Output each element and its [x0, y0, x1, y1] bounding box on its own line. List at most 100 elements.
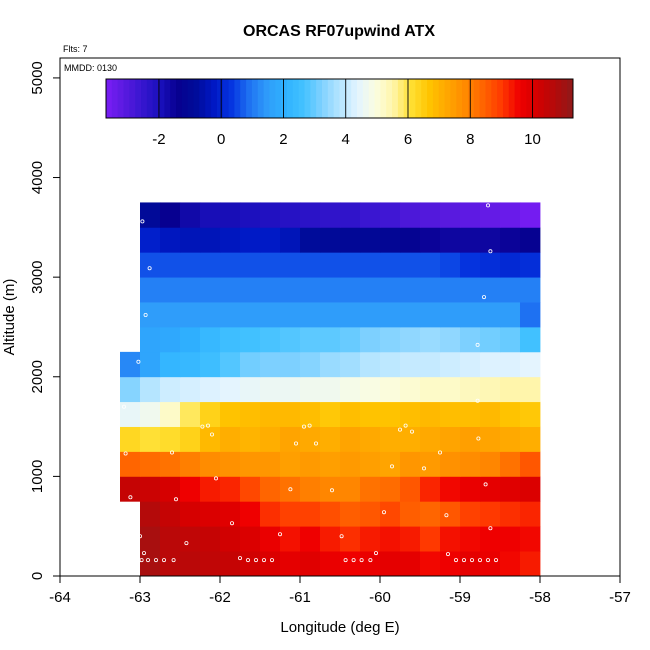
- heatmap-cell-r1-c19: [520, 526, 541, 552]
- heatmap-cell-r3-c1: [140, 476, 161, 502]
- heatmap-cell-r0-c6: [260, 551, 281, 577]
- heatmap-cell-r2-c16: [460, 501, 481, 527]
- flights-note: Flts: 7: [63, 44, 88, 54]
- heatmap-cell-r9-c0: [140, 326, 161, 353]
- heatmap-cell-r4-c12: [360, 451, 381, 477]
- heatmap-cell-r1-c18: [500, 526, 521, 552]
- heatmap-cell-r5-c11: [340, 426, 361, 452]
- heatmap-cell-r3-c13: [380, 476, 401, 502]
- heatmap-cell-r10-c3: [200, 302, 221, 328]
- heatmap-cell-r12-c19: [520, 252, 541, 278]
- colorbar-segment-47: [380, 79, 387, 118]
- heatmap-cell-r0-c11: [360, 551, 381, 577]
- heatmap-cell-r10-c4: [220, 302, 241, 328]
- sample-point-36: [277, 532, 282, 537]
- heatmap-cell-r3-c18: [480, 476, 501, 502]
- heatmap-cell-r11-c15: [440, 277, 461, 303]
- heatmap-cell-r1-c5: [240, 526, 261, 552]
- heatmap-cell-r1-c12: [380, 526, 401, 552]
- colorbar-segment-54: [421, 79, 428, 118]
- heatmap-cell-r6-c14: [400, 401, 421, 427]
- heatmap-cell-r13-c2: [180, 227, 201, 253]
- sample-point-7: [475, 342, 480, 347]
- heatmap-cell-r2-c3: [200, 501, 221, 527]
- sample-point-9: [475, 398, 480, 403]
- heatmap-cell-r2-c10: [340, 501, 361, 527]
- colorbar-segment-23: [240, 79, 247, 118]
- colorbar-segment-28: [269, 79, 276, 118]
- sample-point-42: [145, 558, 150, 563]
- colorbar-frame: [105, 78, 574, 119]
- sample-point-6: [136, 359, 141, 364]
- sample-point-43: [153, 558, 158, 563]
- heatmap-cell-r13-c15: [440, 227, 461, 253]
- heatmap-cell-r1-c2: [180, 526, 201, 552]
- heatmap-cell-r2-c0: [140, 501, 161, 527]
- heatmap-cell-r8-c20: [520, 351, 541, 378]
- heatmap-cell-r14-c19: [520, 202, 541, 228]
- colorbar-segment-7: [146, 79, 154, 118]
- heatmap-cell-r7-c12: [360, 376, 381, 403]
- heatmap-cell-r13-c11: [360, 227, 381, 253]
- heatmap-cell-r0-c14: [420, 551, 441, 577]
- heatmap-cell-r10-c17: [480, 302, 501, 328]
- sample-point-49: [261, 558, 266, 563]
- heatmap-cell-r12-c4: [220, 252, 241, 278]
- colorbar-segment-27: [263, 79, 270, 118]
- heatmap-cell-r5-c7: [260, 426, 281, 452]
- heatmap-cell-r11-c11: [360, 277, 381, 303]
- heatmap-cell-r5-c4: [200, 426, 221, 452]
- heatmap-cell-r6-c18: [480, 401, 501, 427]
- heatmap-cell-r4-c14: [400, 451, 421, 477]
- colorbar-segment-72: [526, 79, 533, 118]
- heatmap-cell-r13-c1: [160, 227, 181, 253]
- y-tick-label-0: 0: [29, 572, 46, 580]
- heatmap-cell-r14-c7: [280, 202, 301, 228]
- sample-point-18: [313, 441, 318, 446]
- heatmap-cell-r13-c16: [460, 227, 481, 253]
- heatmap-cell-r6-c12: [360, 401, 381, 427]
- heatmap-cell-r14-c11: [360, 202, 381, 228]
- heatmap-cell-r14-c8: [300, 202, 321, 228]
- heatmap-cell-r10-c19: [520, 302, 541, 328]
- heatmap-cell-r3-c12: [360, 476, 381, 502]
- heatmap-cell-r11-c18: [500, 277, 521, 303]
- heatmap-cell-r9-c19: [520, 326, 541, 353]
- heatmap-cell-r1-c16: [460, 526, 481, 552]
- heatmap-cell-r11-c6: [260, 277, 281, 303]
- heatmap-cell-r12-c0: [140, 252, 161, 278]
- heatmap-cell-r9-c11: [360, 326, 381, 353]
- heatmap-cell-r3-c17: [460, 476, 481, 502]
- heatmap-cell-r14-c12: [380, 202, 401, 228]
- heatmap-cell-r11-c2: [180, 277, 201, 303]
- heatmap-cell-r3-c4: [200, 476, 221, 502]
- heatmap-cell-r12-c7: [280, 252, 301, 278]
- heatmap-cell-r13-c9: [320, 227, 341, 253]
- heatmap-cell-r6-c10: [320, 401, 341, 427]
- colorbar-segment-26: [257, 79, 265, 118]
- colorbar-segment-42: [351, 79, 358, 118]
- heatmap-cell-r7-c6: [240, 376, 261, 403]
- colorbar-tick-label-0: -2: [152, 131, 165, 148]
- heatmap-cell-r12-c8: [300, 252, 321, 278]
- colorbar-segment-49: [392, 79, 399, 118]
- heatmap-cell-r4-c15: [420, 451, 441, 477]
- sample-point-10: [123, 451, 128, 456]
- heatmap-cell-r0-c2: [180, 551, 201, 577]
- heatmap-cell-r14-c3: [200, 202, 221, 228]
- sample-point-47: [245, 558, 250, 563]
- heatmap-cell-r11-c9: [320, 277, 341, 303]
- heatmap-cell-r5-c8: [280, 426, 301, 452]
- heatmap-cell-r1-c0: [140, 526, 161, 552]
- colorbar-segment-22: [234, 79, 241, 118]
- colorbar-tick-label-1: 0: [217, 131, 225, 148]
- heatmap-cell-r5-c3: [180, 426, 201, 452]
- heatmap-cell-r9-c8: [300, 326, 321, 353]
- heatmap-cell-r14-c0: [140, 202, 161, 228]
- sample-point-13: [205, 423, 210, 428]
- heatmap-cell-r5-c14: [400, 426, 421, 452]
- heatmap-cell-r7-c5: [220, 376, 241, 403]
- colorbar-segment-17: [205, 79, 212, 118]
- heatmap-cell-r4-c6: [240, 451, 261, 477]
- colorbar-segment-0: [106, 79, 113, 118]
